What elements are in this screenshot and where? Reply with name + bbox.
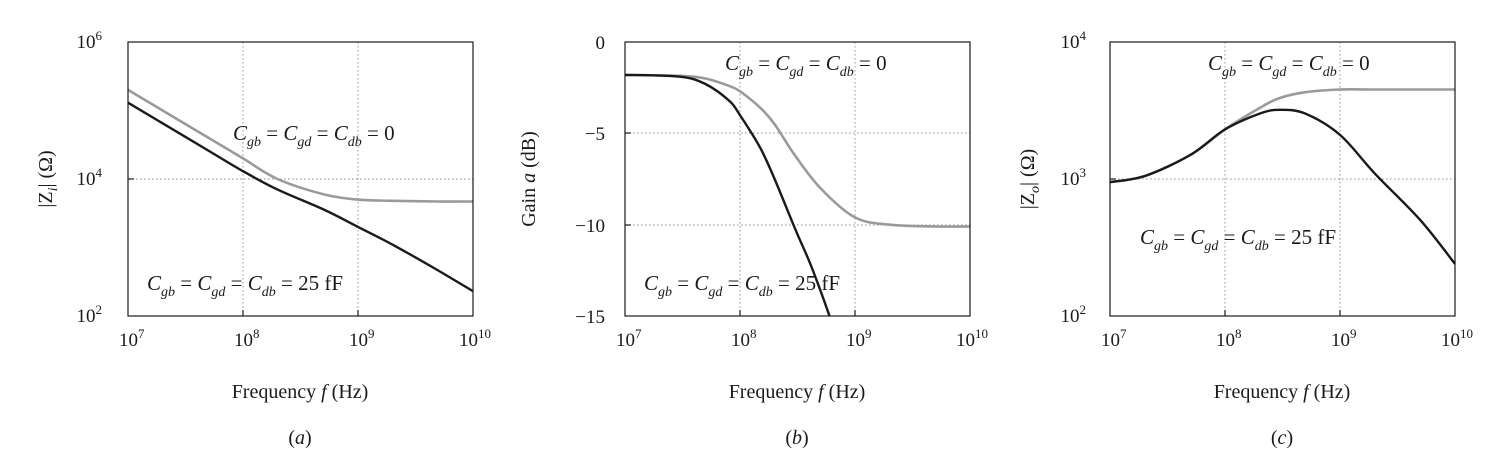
series-line-ideal xyxy=(624,73,971,228)
x-tick-label: 107 xyxy=(119,326,145,351)
y-axis-label: |Zi| (Ω) xyxy=(35,150,61,207)
series-annotation-parasitic: Cgb = Cgd = Cdb = 25 fF xyxy=(147,271,343,300)
panel-caption: (a) xyxy=(288,427,311,449)
y-tick-label: 102 xyxy=(1061,302,1087,327)
x-tick-label: 108 xyxy=(234,326,260,351)
series-line-ideal xyxy=(127,88,474,203)
series-annotation-ideal: Cgb = Cgd = Cdb = 0 xyxy=(1208,51,1370,80)
panel-caption: (c) xyxy=(1271,427,1293,449)
y-tick-label: 102 xyxy=(77,302,103,327)
y-tick-label: −5 xyxy=(585,124,605,145)
x-tick-label: 108 xyxy=(1216,326,1242,351)
series-annotation-ideal: Cgb = Cgd = Cdb = 0 xyxy=(725,51,887,80)
y-tick-label: −10 xyxy=(575,216,605,237)
x-tick-label: 109 xyxy=(349,326,375,351)
x-tick-label: 109 xyxy=(846,326,872,351)
x-tick-label: 107 xyxy=(616,326,642,351)
x-tick-label: 109 xyxy=(1331,326,1357,351)
series-annotation-parasitic: Cgb = Cgd = Cdb = 25 fF xyxy=(1140,225,1336,254)
y-tick-label: 104 xyxy=(1061,28,1087,53)
x-tick-label: 1010 xyxy=(1441,326,1473,351)
y-axis-label: Gain a (dB) xyxy=(518,131,540,227)
panel-b: 0 −5 −10 −15 107 108 109 1010 Gain a (dB… xyxy=(518,33,988,449)
series-line-parasitic xyxy=(127,101,474,293)
x-tick-label: 1010 xyxy=(459,326,491,351)
x-axis-label: Frequency f (Hz) xyxy=(1214,381,1351,403)
series-annotation-ideal: Cgb = Cgd = Cdb = 0 xyxy=(233,121,395,150)
x-axis-label: Frequency f (Hz) xyxy=(729,381,866,403)
x-tick-label: 1010 xyxy=(956,326,988,351)
x-tick-label: 107 xyxy=(1101,326,1127,351)
y-tick-label: −15 xyxy=(575,307,605,328)
panel-caption: (b) xyxy=(785,427,808,449)
plot-frame xyxy=(624,41,971,317)
y-tick-label: 104 xyxy=(77,165,103,190)
y-tick-label: 103 xyxy=(1061,165,1087,190)
y-axis-label: |Zo| (Ω) xyxy=(1017,149,1043,209)
series-line-parasitic xyxy=(1109,108,1456,265)
y-tick-label: 106 xyxy=(77,28,103,53)
panel-c: 104 103 102 107 108 109 1010 |Zo| (Ω) Fr… xyxy=(1017,28,1473,449)
series-line-parasitic xyxy=(624,73,831,317)
series-annotation-parasitic: Cgb = Cgd = Cdb = 25 fF xyxy=(644,271,840,300)
panel-a: 106 104 102 107 108 109 1010 |Zi| (Ω) Fr… xyxy=(35,28,491,449)
x-axis-label: Frequency f (Hz) xyxy=(232,381,369,403)
y-tick-label: 0 xyxy=(596,33,606,54)
x-tick-label: 108 xyxy=(731,326,757,351)
